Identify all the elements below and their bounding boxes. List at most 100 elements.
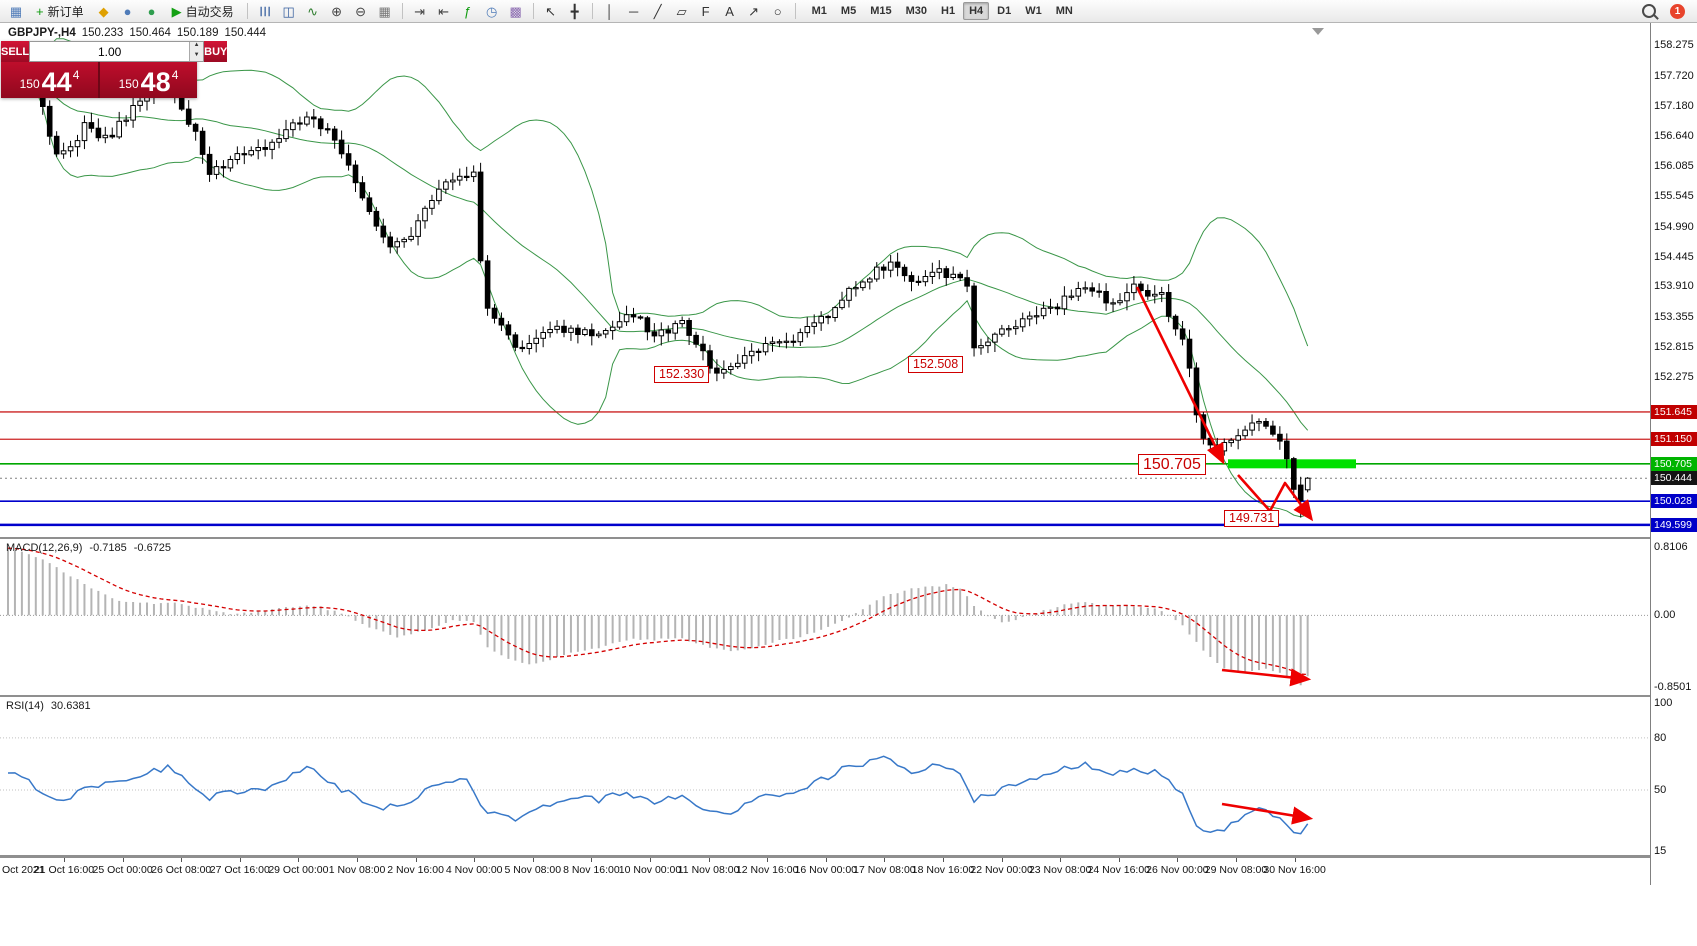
- price-scale-label: 155.545: [1654, 190, 1694, 203]
- shapes-icon[interactable]: ○: [767, 1, 789, 22]
- charts-grid-icon[interactable]: ▦: [5, 1, 27, 22]
- horizontal-line-icon[interactable]: ─: [623, 1, 645, 22]
- cursor-icon-glyph: ↖: [545, 3, 557, 19]
- indicators-icon[interactable]: ƒ: [457, 1, 479, 22]
- time-axis-label: 26 Oct 08:00: [151, 864, 212, 876]
- new-order-button-label: 新订单: [47, 4, 84, 19]
- price-scale-tag: 149.599: [1651, 517, 1697, 532]
- auto-scroll-icon[interactable]: ⇥: [409, 1, 431, 22]
- time-axis-label: 26 Nov 00:00: [1146, 864, 1209, 876]
- text-icon[interactable]: A: [719, 1, 741, 22]
- trend-arrow[interactable]: [1135, 286, 1225, 465]
- zoom-in-icon[interactable]: ⊕: [326, 1, 348, 22]
- time-axis-label: 24 Nov 16:00: [1087, 864, 1151, 876]
- timeframe-m30[interactable]: M30: [905, 5, 927, 17]
- price-scale-label: 152.275: [1654, 370, 1694, 383]
- volume-spinner: ▲ ▼: [189, 42, 204, 61]
- price-scale-label: 154.445: [1654, 250, 1694, 263]
- volume-up-icon[interactable]: ▲: [190, 42, 204, 52]
- tile-windows-icon[interactable]: ▦: [374, 1, 396, 22]
- buy-price[interactable]: 150 48 4: [100, 62, 197, 98]
- indicators-icon-glyph: ƒ: [464, 3, 472, 19]
- panel-resize-handle[interactable]: [0, 695, 1697, 697]
- rsi-line: [7, 755, 1309, 835]
- time-axis-tick: [122, 858, 124, 862]
- macd-label: MACD(12,26,9) -0.7185 -0.6725: [6, 542, 171, 554]
- zoom-out-icon-glyph: ⊖: [355, 3, 367, 19]
- cursor-icon[interactable]: ↖: [540, 1, 562, 22]
- market-watch-icon[interactable]: ●: [117, 1, 139, 22]
- time-axis-label: 11 Nov 08:00: [677, 864, 740, 876]
- price-scale-tag: 151.645: [1651, 404, 1697, 419]
- time-axis-tick: [825, 858, 827, 862]
- timeframe-h1[interactable]: H1: [941, 5, 956, 17]
- line-chart-icon[interactable]: ∿: [302, 1, 324, 22]
- macd-panel[interactable]: [0, 539, 1650, 695]
- rsi-value: 30.6381: [50, 700, 91, 712]
- horizontal-level-lines[interactable]: [0, 411, 1650, 527]
- time-axis-tick: [884, 858, 886, 862]
- time-axis-tick: [298, 858, 300, 862]
- sell-price[interactable]: 150 44 4: [1, 62, 98, 98]
- navigator-icon[interactable]: ●: [141, 1, 163, 22]
- channel-icon[interactable]: ▱: [671, 1, 693, 22]
- periods-icon[interactable]: ◷: [481, 1, 503, 22]
- panel-resize-handle[interactable]: [0, 537, 1697, 539]
- time-axis-label: 29 Oct 00:00: [268, 864, 329, 876]
- trendline-icon[interactable]: ╱: [647, 1, 669, 22]
- chart-shift-icon[interactable]: ⇤: [433, 1, 455, 22]
- volume-down-icon[interactable]: ▼: [190, 51, 204, 61]
- price-annotation[interactable]: 152.330: [654, 366, 710, 383]
- buy-button[interactable]: BUY: [204, 41, 228, 62]
- fibonacci-icon[interactable]: F: [695, 1, 717, 22]
- timeframe-m15[interactable]: M15: [870, 5, 892, 17]
- timeframe-h4[interactable]: H4: [963, 2, 990, 20]
- search-icon[interactable]: [1642, 4, 1656, 18]
- timeframe-w1[interactable]: W1: [1025, 5, 1042, 17]
- timeframe-mn[interactable]: MN: [1055, 5, 1073, 17]
- candlesticks: [5, 61, 1311, 518]
- trend-arrow[interactable]: [1221, 668, 1312, 687]
- price-annotation[interactable]: 150.705: [1138, 454, 1206, 475]
- panel-resize-handle[interactable]: [0, 855, 1697, 857]
- timeframe-toolbar: M1 M5 M15 M30 H1 H4 D1 W1 MN: [805, 2, 1080, 20]
- auto-trading-button[interactable]: ▶ 自动交易: [165, 1, 241, 22]
- arrows-tool-icon[interactable]: ↗: [743, 1, 765, 22]
- time-axis-label: 27 Oct 16:00: [209, 864, 270, 876]
- macd-value-main: -0.7185: [89, 542, 127, 554]
- sell-price-pips: 44: [41, 67, 72, 97]
- price-scale-label: 156.640: [1654, 129, 1694, 142]
- sell-button[interactable]: SELL: [1, 41, 30, 62]
- new-order-button[interactable]: + 新订单: [29, 1, 91, 22]
- main-price-chart[interactable]: [0, 23, 1650, 537]
- price-annotation[interactable]: 152.508: [908, 356, 964, 373]
- ohlc-open: 150.233: [81, 27, 124, 39]
- strategy-tester-icon[interactable]: ◆: [93, 1, 115, 22]
- buy-price-point: 4: [171, 68, 179, 82]
- rsi-panel[interactable]: [0, 697, 1650, 855]
- bar-chart-icon[interactable]: ☰: [254, 1, 276, 22]
- templates-icon[interactable]: ▩: [505, 1, 527, 22]
- candlestick-chart-icon[interactable]: ◫: [278, 1, 300, 22]
- trend-arrow[interactable]: [1237, 474, 1314, 522]
- crosshair-icon[interactable]: ╋: [564, 1, 586, 22]
- zoom-in-icon-glyph: ⊕: [331, 3, 343, 19]
- toolbar-separator: [246, 3, 248, 19]
- trend-arrow[interactable]: [1221, 802, 1314, 825]
- price-scale-label: 158.275: [1654, 39, 1694, 52]
- timeframe-m1[interactable]: M1: [811, 5, 827, 17]
- volume-input[interactable]: [30, 42, 190, 61]
- time-axis-tick: [239, 858, 241, 862]
- time-axis-label: 22 Nov 00:00: [970, 864, 1033, 876]
- price-annotation[interactable]: 149.731: [1224, 510, 1280, 527]
- timeframe-m5[interactable]: M5: [840, 5, 857, 17]
- zoom-out-icon[interactable]: ⊖: [350, 1, 372, 22]
- time-axis: Oct 2021 21 Oct 16:00 25 Oct 00:00 26 Oct 0…: [0, 857, 1650, 884]
- vertical-line-icon[interactable]: │: [599, 1, 621, 22]
- timeframe-d1[interactable]: D1: [997, 5, 1012, 17]
- toolbar-separator: [794, 3, 796, 19]
- notification-badge[interactable]: 1: [1670, 3, 1685, 19]
- sell-price-prefix: 150: [19, 77, 40, 91]
- horizontal-line-icon-glyph: ─: [629, 3, 639, 19]
